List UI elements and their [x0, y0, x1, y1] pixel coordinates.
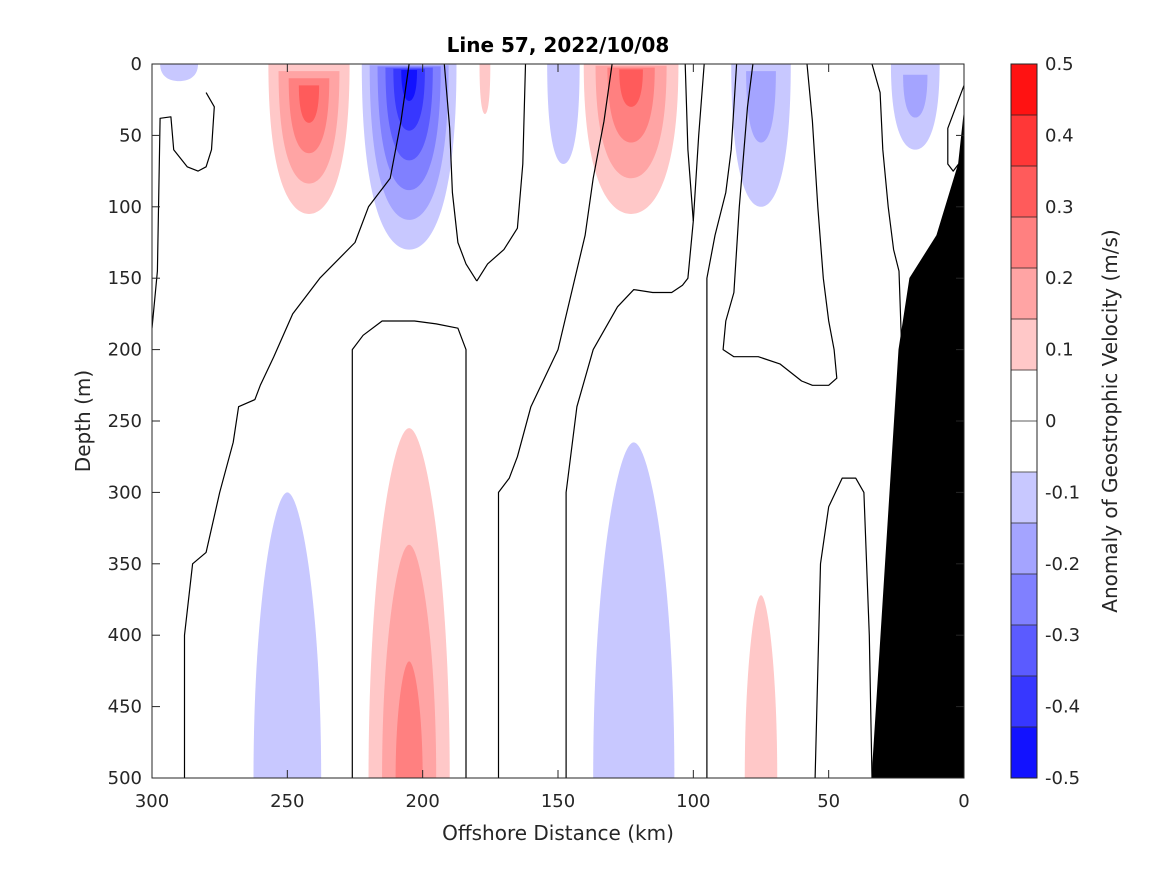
colorbar-tick-label: -0.1 — [1045, 482, 1080, 503]
seafloor-topography — [871, 113, 964, 778]
y-tick-label: 350 — [108, 554, 142, 575]
colorbar-band — [1011, 115, 1037, 167]
y-tick-label: 300 — [108, 482, 142, 503]
x-tick-label: 0 — [958, 791, 969, 812]
anomaly-level-1-4 — [298, 85, 320, 123]
anomaly-feature-2 — [583, 64, 679, 214]
colorbar — [1010, 63, 1038, 779]
colorbar-tick-label: -0.4 — [1045, 697, 1080, 718]
anomaly-feature-3 — [547, 64, 580, 164]
anomaly-feature-4 — [731, 64, 791, 207]
y-tick-label: 0 — [131, 54, 142, 75]
anomaly-level-11-1 — [744, 595, 778, 778]
y-tick-label: 500 — [108, 768, 142, 789]
anomaly-feature-6 — [160, 64, 199, 82]
colorbar-tick-label: 0.1 — [1045, 340, 1074, 361]
anomaly-feature-8 — [368, 428, 450, 778]
x-tick-label: 150 — [541, 791, 575, 812]
zero-contour-lines — [152, 64, 964, 778]
y-tick-label: 200 — [108, 340, 142, 361]
colorbar-tick-label: -0.5 — [1045, 768, 1080, 789]
y-axis-ticks: 0 50 100 150 200 250 300 350 400 450 500 — [108, 54, 964, 789]
zero-contour-5 — [476, 64, 527, 282]
anomaly-feature-10 — [593, 442, 675, 778]
colorbar-band — [1011, 472, 1037, 524]
anomaly-feature-1 — [268, 64, 350, 214]
anomaly-level-7-1 — [479, 64, 491, 114]
colorbar-band — [1011, 421, 1037, 473]
y-tick-label: 150 — [108, 268, 142, 289]
colorbar-tick-label: 0.4 — [1045, 125, 1074, 146]
colorbar-band — [1011, 319, 1037, 371]
anomaly-level-6-1 — [160, 64, 199, 82]
colorbar-tick-label: 0.3 — [1045, 197, 1074, 218]
zero-contour-10 — [947, 85, 964, 172]
x-tick-label: 200 — [405, 791, 439, 812]
zero-contour-4 — [443, 64, 478, 282]
x-axis-label: Offshore Distance (km) — [442, 821, 674, 845]
anomaly-feature-5 — [890, 64, 940, 150]
x-tick-label: 250 — [270, 791, 304, 812]
y-tick-label: 50 — [119, 125, 142, 146]
zero-contour-12 — [684, 64, 694, 222]
colorbar-label: Anomaly of Geostrophic Velocity (m/s) — [1098, 229, 1122, 612]
anomaly-level-9-1 — [253, 492, 322, 778]
anomaly-feature-11 — [744, 595, 778, 778]
colorbar-band — [1011, 727, 1037, 779]
zero-contour-0 — [152, 92, 215, 329]
zero-contour-7 — [706, 64, 738, 778]
x-axis-ticks: 300 250 200 150 100 50 0 — [135, 64, 970, 812]
zero-contour-1 — [183, 64, 410, 778]
anomaly-feature-7 — [479, 64, 491, 114]
colorbar-tick-label: 0 — [1045, 411, 1056, 432]
colorbar-band — [1011, 370, 1037, 422]
colorbar-ticks: 0.5 0.4 0.3 0.2 0.1 0 -0.1 -0.2 -0.3 -0.4 -0.5 — [1045, 54, 1080, 789]
anomaly-level-5-2 — [903, 74, 928, 118]
zero-contour-9 — [722, 64, 838, 386]
zero-contour-3 — [497, 64, 613, 778]
y-tick-label: 250 — [108, 411, 142, 432]
chart-title: Line 57, 2022/10/08 — [447, 33, 670, 57]
colorbar-band — [1011, 523, 1037, 575]
x-tick-label: 100 — [676, 791, 710, 812]
colorbar-tick-label: 0.5 — [1045, 54, 1074, 75]
colorbar-tick-label: -0.3 — [1045, 625, 1080, 646]
colorbar-tick-label: 0.2 — [1045, 268, 1074, 289]
y-tick-label: 400 — [108, 625, 142, 646]
seafloor-polygon — [871, 113, 964, 778]
colorbar-band — [1011, 64, 1037, 116]
anomaly-level-4-2 — [746, 71, 776, 143]
colorbar-band — [1011, 574, 1037, 626]
plot-area — [151, 63, 965, 779]
anomaly-feature-9 — [253, 492, 322, 778]
colorbar-band — [1011, 268, 1037, 320]
colorbar-band — [1011, 166, 1037, 218]
anomaly-level-8-3 — [395, 661, 423, 778]
x-tick-label: 50 — [817, 791, 840, 812]
y-axis-label: Depth (m) — [71, 370, 95, 472]
velocity-anomaly-fills — [160, 64, 940, 778]
zero-contour-11 — [871, 64, 903, 350]
y-tick-label: 450 — [108, 697, 142, 718]
colorbar-band — [1011, 217, 1037, 269]
colorbar-tick-label: -0.2 — [1045, 554, 1080, 575]
y-tick-label: 100 — [108, 197, 142, 218]
colorbar-band — [1011, 676, 1037, 728]
colorbar-frame — [1010, 63, 1038, 779]
anomaly-level-3-1 — [547, 64, 580, 164]
zero-contour-2 — [351, 320, 467, 778]
anomaly-level-2-4 — [619, 69, 643, 107]
zero-contour-8 — [814, 477, 873, 778]
x-tick-label: 300 — [135, 791, 169, 812]
anomaly-level-10-1 — [593, 442, 675, 778]
colorbar-band — [1011, 625, 1037, 677]
